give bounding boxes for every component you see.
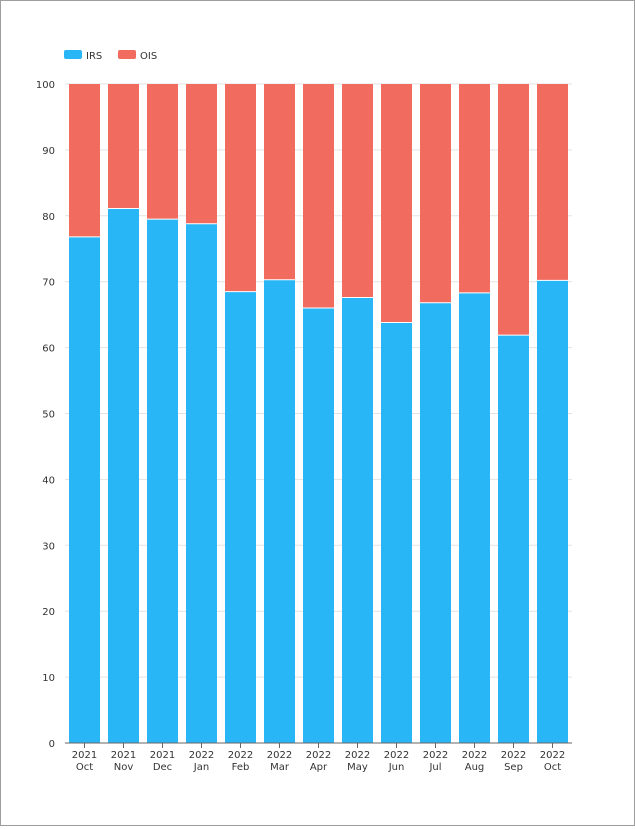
bar-irs-2022-jun xyxy=(381,322,412,743)
bar-ois-2022-sep xyxy=(498,84,529,336)
legend-label-irs: IRS xyxy=(86,51,102,62)
y-tick-label: 40 xyxy=(42,475,55,486)
bar-irs-2022-jul xyxy=(420,302,451,743)
x-tick-label-year: 2022 xyxy=(501,750,526,761)
x-tick-label-year: 2021 xyxy=(72,750,97,761)
bar-ois-2022-feb xyxy=(225,84,256,292)
x-tick-label-month: Oct xyxy=(544,762,561,773)
bar-irs-2021-nov xyxy=(108,208,139,743)
y-tick-label: 0 xyxy=(49,739,55,750)
x-tick-label-year: 2022 xyxy=(384,750,409,761)
x-tick-label-month: Jan xyxy=(193,762,209,773)
bar-ois-2022-jun xyxy=(381,84,412,323)
legend-swatch-irs xyxy=(64,50,82,59)
bar-irs-2022-aug xyxy=(459,292,490,743)
x-tick-label-year: 2022 xyxy=(540,750,565,761)
legend-label-ois: OIS xyxy=(140,51,157,62)
x-tick-label-year: 2022 xyxy=(189,750,214,761)
y-tick-label: 10 xyxy=(42,673,55,684)
x-tick-label-month: Aug xyxy=(465,762,485,773)
bar-irs-2022-oct xyxy=(537,280,568,743)
x-tick-label-month: Jul xyxy=(428,762,441,773)
x-tick-label-month: Jun xyxy=(388,762,405,773)
legend-swatch-ois xyxy=(118,50,136,59)
bar-ois-2022-may xyxy=(342,84,373,298)
bar-irs-2022-may xyxy=(342,297,373,743)
x-tick-label-year: 2021 xyxy=(111,750,136,761)
bar-ois-2022-jan xyxy=(186,84,217,224)
x-tick-label-year: 2022 xyxy=(423,750,448,761)
y-tick-label: 70 xyxy=(42,278,55,289)
bar-ois-2021-dec xyxy=(147,84,178,220)
x-tick-label-month: Feb xyxy=(232,762,250,773)
bar-irs-2022-apr xyxy=(303,308,334,743)
bar-ois-2022-jul xyxy=(420,84,451,303)
y-tick-label: 90 xyxy=(42,146,55,157)
y-tick-label: 50 xyxy=(42,410,55,421)
x-tick-label-month: Oct xyxy=(76,762,93,773)
x-tick-label-year: 2021 xyxy=(150,750,175,761)
bar-ois-2022-aug xyxy=(459,84,490,293)
x-tick-label-year: 2022 xyxy=(462,750,487,761)
y-tick-label: 80 xyxy=(42,212,55,223)
bar-ois-2022-oct xyxy=(537,84,568,281)
y-tick-label: 20 xyxy=(42,607,55,618)
x-tick-label-month: Sep xyxy=(504,762,523,773)
bar-irs-2021-dec xyxy=(147,219,178,744)
bar-irs-2022-jan xyxy=(186,223,217,743)
x-tick-label-year: 2022 xyxy=(228,750,253,761)
bar-ois-2022-mar xyxy=(264,84,295,280)
x-tick-label-month: May xyxy=(347,762,368,773)
bar-irs-2022-feb xyxy=(225,291,256,743)
legend: IRS OIS xyxy=(64,50,157,62)
x-tick-label-year: 2022 xyxy=(267,750,292,761)
x-tick-label-year: 2022 xyxy=(345,750,370,761)
x-tick-label-month: Apr xyxy=(310,762,328,773)
bar-ois-2021-oct xyxy=(69,84,100,237)
x-tick-label-month: Mar xyxy=(270,762,290,773)
axis-layer: 01020304050607080901002021Oct2021Nov2021… xyxy=(36,80,572,773)
y-tick-label: 60 xyxy=(42,344,55,355)
y-tick-label: 30 xyxy=(42,541,55,552)
x-tick-label-month: Nov xyxy=(114,762,134,773)
x-tick-label-month: Dec xyxy=(153,762,172,773)
bar-ois-2022-apr xyxy=(303,84,334,309)
bar-irs-2022-sep xyxy=(498,335,529,743)
bar-irs-2021-oct xyxy=(69,236,100,743)
bar-ois-2021-nov xyxy=(108,84,139,209)
y-tick-label: 100 xyxy=(36,80,55,91)
bar-irs-2022-mar xyxy=(264,279,295,743)
x-tick-label-year: 2022 xyxy=(306,750,331,761)
bars-layer xyxy=(69,84,568,744)
